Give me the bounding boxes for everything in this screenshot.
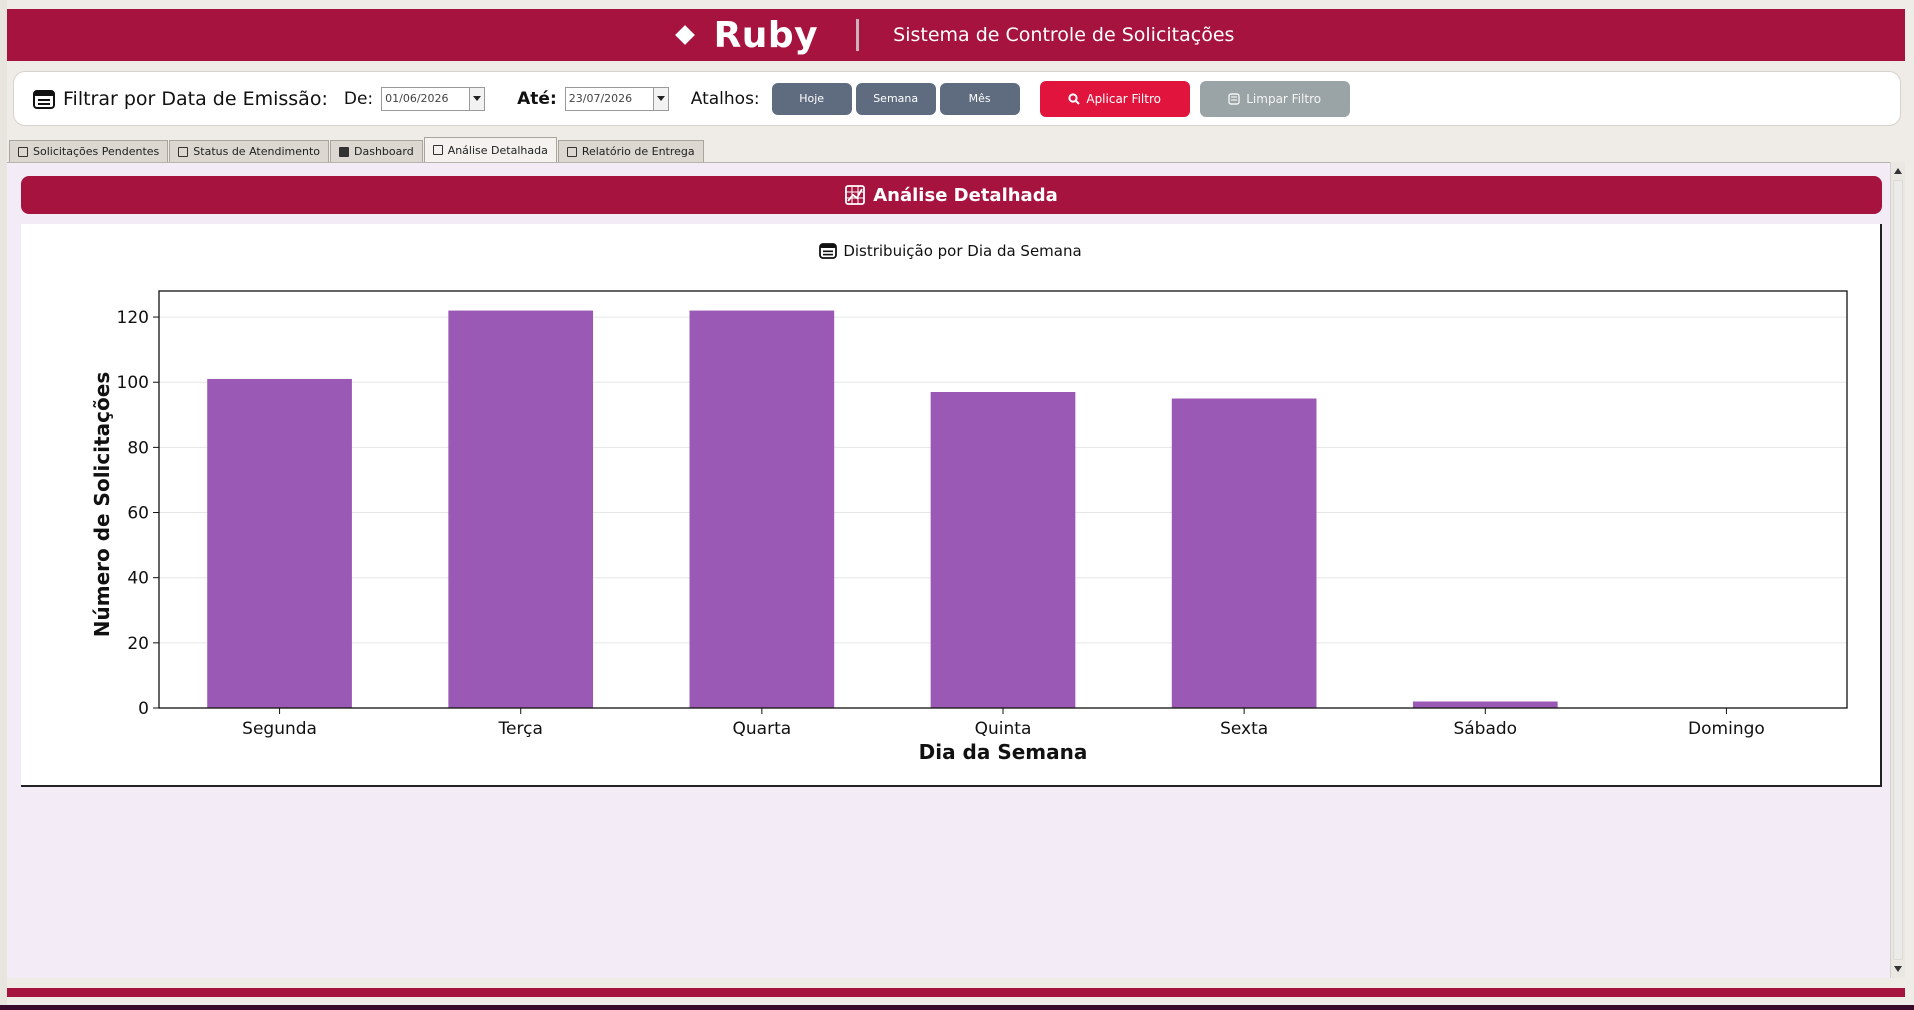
bar-chart-icon xyxy=(339,146,349,157)
analysis-icon xyxy=(432,145,443,155)
filter-title: Filtrar por Data de Emissão: xyxy=(63,87,328,110)
y-axis-label: Número de Solicitações xyxy=(90,372,114,637)
calendar-icon xyxy=(33,89,55,109)
chart-title-text: Distribuição por Dia da Semana xyxy=(843,242,1082,260)
footer-edge xyxy=(0,1005,1914,1010)
bar-quarta xyxy=(689,310,835,708)
from-date-value: 01/06/2026 xyxy=(385,92,449,105)
scroll-down-icon[interactable] xyxy=(1894,966,1902,972)
bar-sexta xyxy=(1171,398,1317,708)
apply-filter-button[interactable]: Aplicar Filtro xyxy=(1039,80,1190,117)
tab-service-status[interactable]: Status de Atendimento xyxy=(169,140,329,162)
x-axis-label: Dia da Semana xyxy=(919,740,1088,764)
x-tick-label: Sábado xyxy=(1453,719,1517,739)
brand-name: Ruby xyxy=(713,14,819,56)
search-icon xyxy=(1068,92,1081,105)
tab-label: Solicitações Pendentes xyxy=(33,145,160,158)
bar-segunda xyxy=(207,378,352,708)
chevron-down-icon xyxy=(473,96,482,101)
bar-sábado xyxy=(1412,701,1558,708)
to-date-value: 23/07/2026 xyxy=(568,92,633,105)
bar-terça xyxy=(448,310,594,708)
chevron-down-icon xyxy=(656,96,665,101)
section-header: Análise Detalhada xyxy=(21,176,1882,214)
scroll-up-icon[interactable] xyxy=(1894,168,1902,174)
tab-label: Relatório de Entrega xyxy=(581,145,695,158)
x-tick-label: Sexta xyxy=(1220,719,1268,739)
from-date-input[interactable]: 01/06/2026 xyxy=(381,86,486,111)
date-filter-bar: Filtrar por Data de Emissão: De: 01/06/2… xyxy=(13,71,1901,126)
checkbox-icon xyxy=(178,146,189,157)
brand: Ruby xyxy=(674,14,819,56)
bar-quinta xyxy=(930,391,1076,708)
list-icon xyxy=(18,146,28,157)
tab-pending-requests[interactable]: Solicitações Pendentes xyxy=(9,140,169,162)
footer-bar xyxy=(7,988,1905,997)
to-date-input[interactable]: 23/07/2026 xyxy=(564,86,669,111)
tab-dashboard[interactable]: Dashboard xyxy=(330,140,423,162)
y-tick-label: 120 xyxy=(117,308,149,328)
tab-delivery-report[interactable]: Relatório de Entrega xyxy=(557,140,704,162)
analysis-icon xyxy=(845,185,866,205)
tab-detailed-analysis[interactable]: Análise Detalhada xyxy=(423,137,557,162)
y-tick-label: 20 xyxy=(127,634,149,654)
window-edge xyxy=(0,0,7,1010)
scrollbar-thumb[interactable] xyxy=(1893,180,1903,960)
y-tick-label: 0 xyxy=(138,699,149,719)
to-date-dropdown[interactable] xyxy=(652,87,668,110)
header-divider xyxy=(856,19,860,51)
x-tick-label: Quinta xyxy=(975,719,1032,739)
app-subtitle: Sistema de Controle de Solicitações xyxy=(893,24,1235,46)
from-date-dropdown[interactable] xyxy=(469,87,485,110)
today-button[interactable]: Hoje xyxy=(771,82,852,115)
chart-card: Distribuição por Dia da Semana 0 20 40 60 80… xyxy=(21,224,1882,787)
y-tick-label: 60 xyxy=(127,504,149,524)
clear-filter-label: Limpar Filtro xyxy=(1246,91,1322,106)
y-tick-label: 100 xyxy=(117,373,149,393)
y-tick-label: 40 xyxy=(127,569,149,589)
diamond-icon xyxy=(674,25,695,45)
tab-label: Análise Detalhada xyxy=(447,143,548,157)
tab-label: Dashboard xyxy=(354,145,414,158)
shortcuts-label: Atalhos: xyxy=(690,88,760,109)
apply-filter-label: Aplicar Filtro xyxy=(1086,91,1161,106)
vertical-scrollbar[interactable] xyxy=(1890,162,1905,978)
x-tick-label: Terça xyxy=(498,719,543,739)
x-tick-label: Quarta xyxy=(733,719,792,739)
section-title: Análise Detalhada xyxy=(873,184,1058,206)
month-button[interactable]: Mês xyxy=(939,82,1020,115)
clear-icon xyxy=(1228,92,1240,105)
tab-label: Status de Atendimento xyxy=(193,145,320,158)
x-tick-label: Segunda xyxy=(242,719,317,739)
bar-chart: 0 20 40 60 80 100 120 Segunda Terça Quarta Quinta S… xyxy=(90,290,1848,764)
clear-filter-button[interactable]: Limpar Filtro xyxy=(1199,80,1350,117)
x-tick-label: Domingo xyxy=(1688,719,1765,739)
document-icon xyxy=(819,243,838,259)
week-button[interactable]: Semana xyxy=(855,82,936,115)
y-tick-label: 80 xyxy=(127,438,149,458)
to-label: Até: xyxy=(517,88,557,109)
tab-bar: Solicitações Pendentes Status de Atendim… xyxy=(9,137,705,162)
document-icon xyxy=(566,146,577,157)
app-header: Ruby Sistema de Controle de Solicitações xyxy=(7,9,1905,61)
chart-title: Distribuição por Dia da Semana xyxy=(21,242,1880,260)
from-label: De: xyxy=(343,88,374,109)
